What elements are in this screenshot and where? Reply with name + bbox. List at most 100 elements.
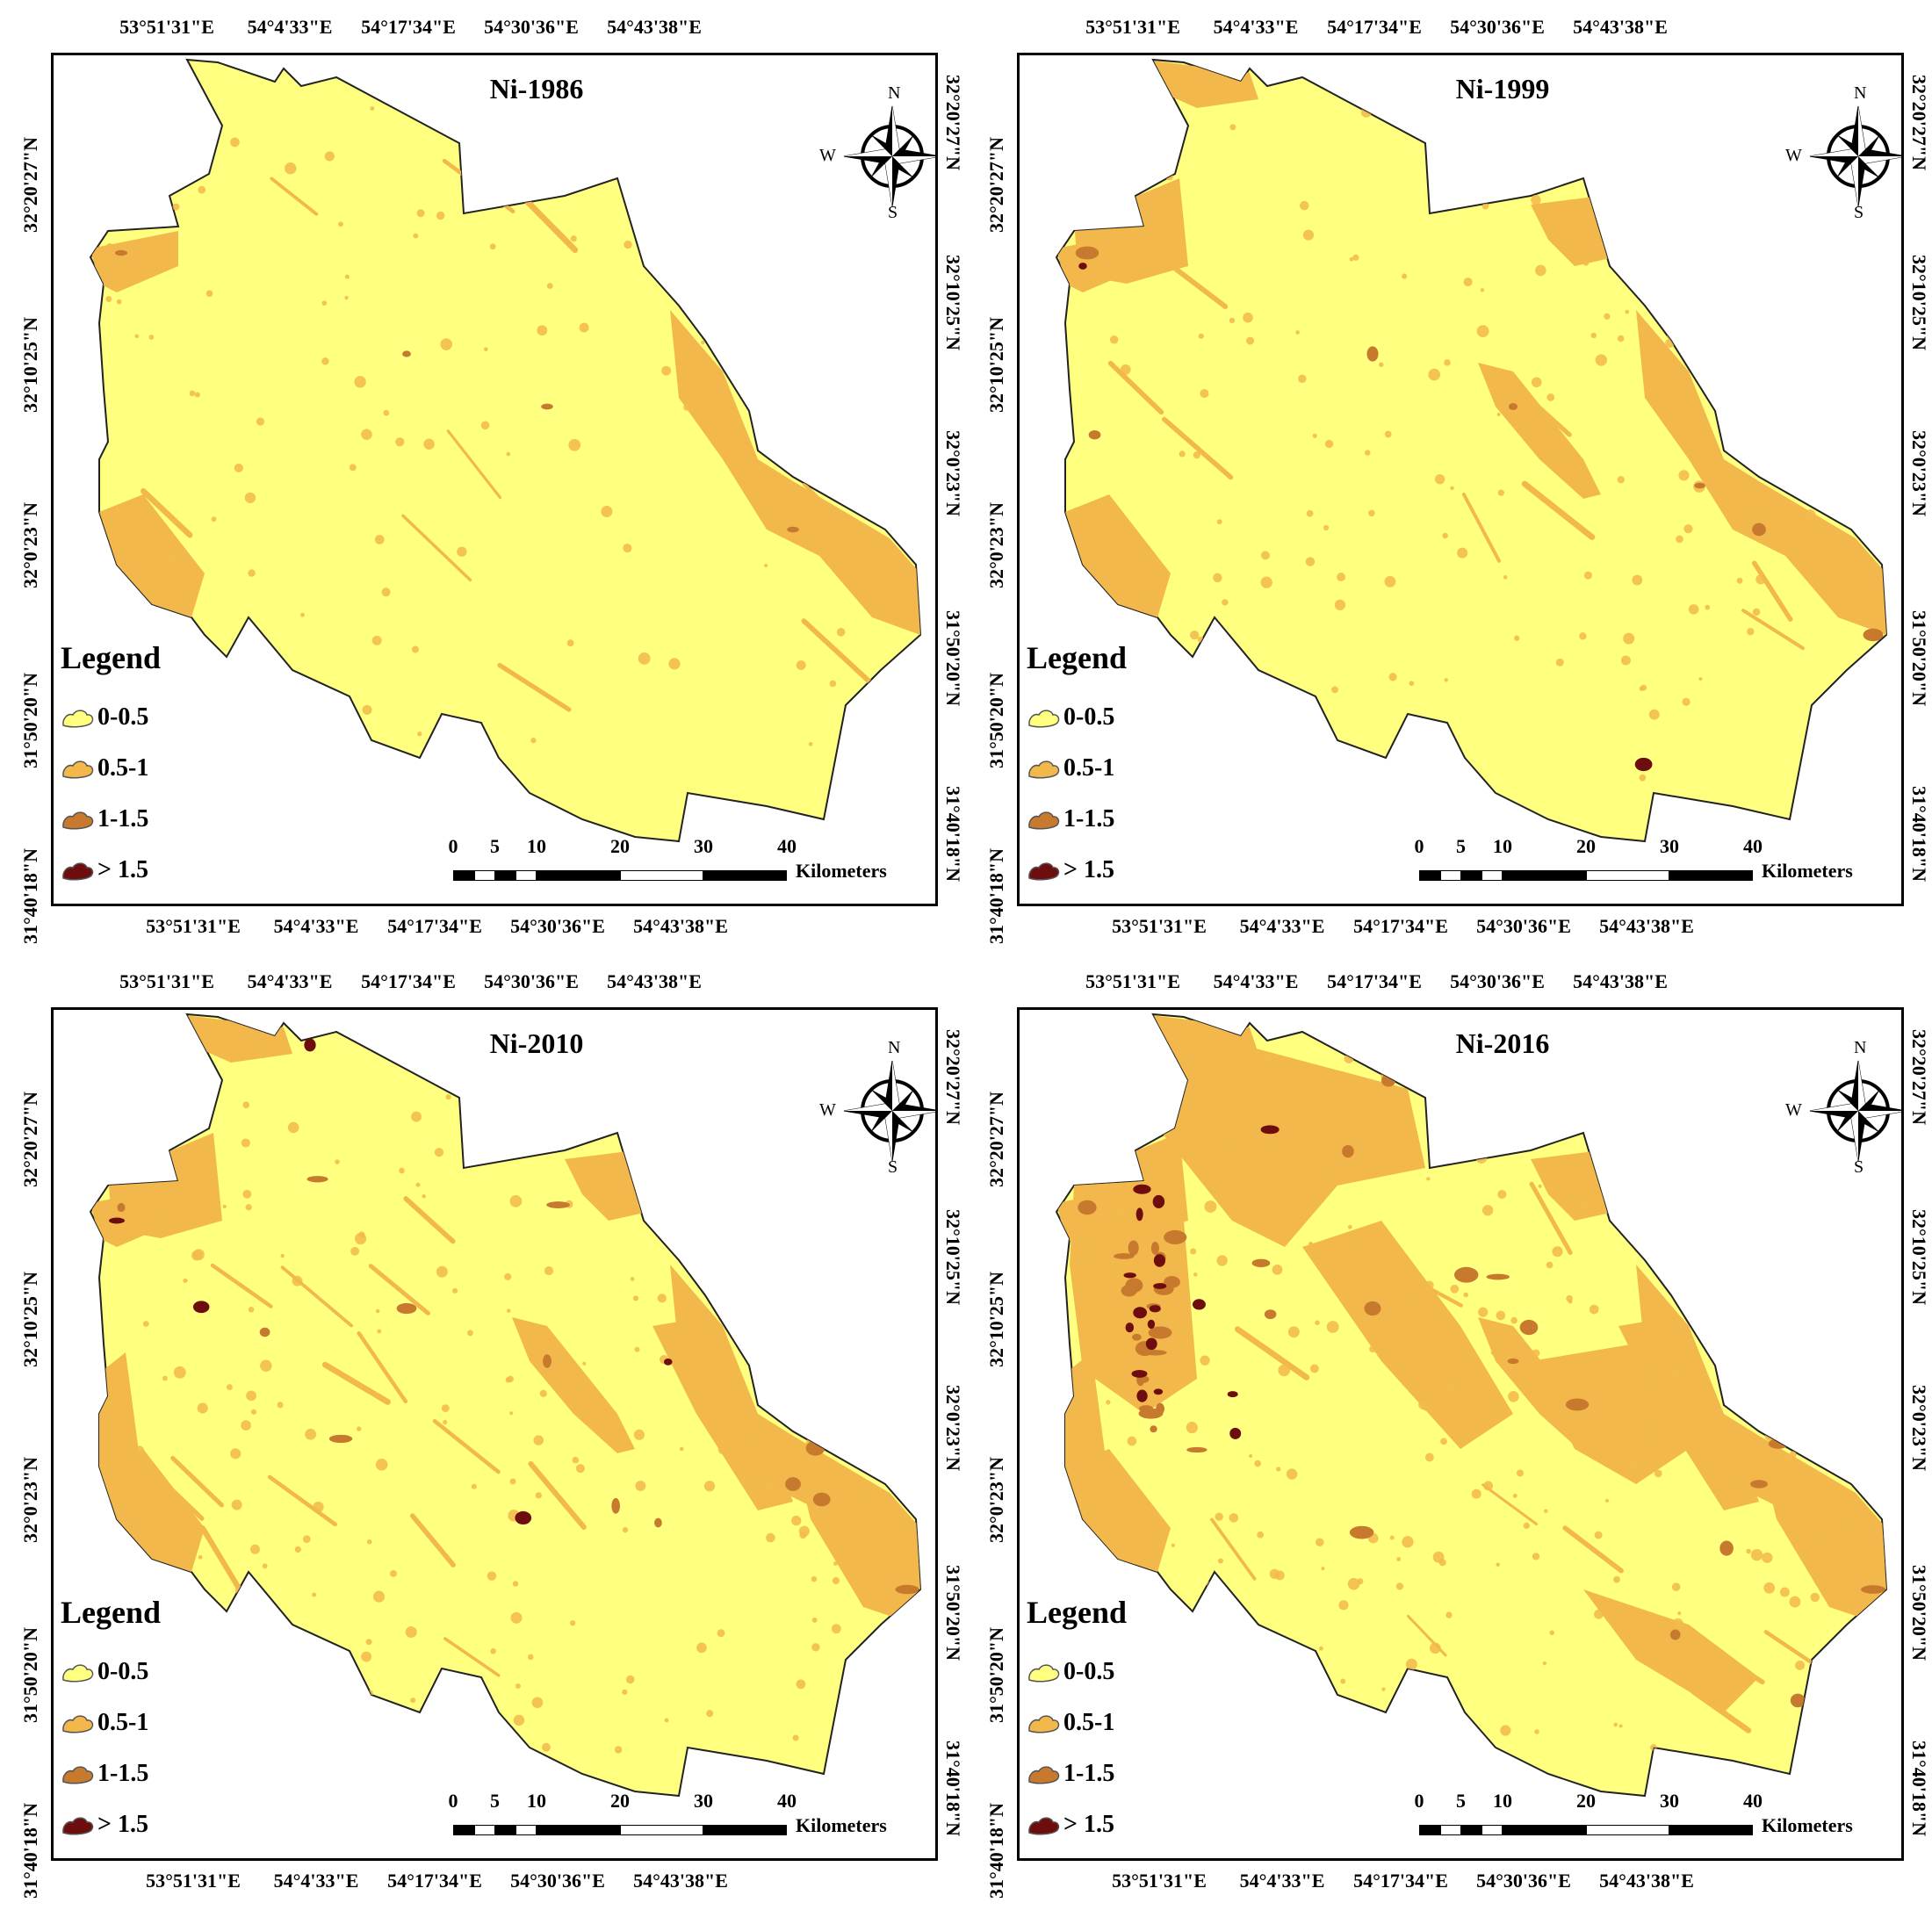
region-0.5-1-patch [1589, 1304, 1599, 1315]
region-0.5-1-patch [1496, 1310, 1506, 1321]
region-1-1.5 [1164, 1276, 1180, 1288]
region-1-1.5 [128, 1120, 140, 1135]
region-0.5-1 [652, 1317, 793, 1510]
region-0.5-1-patch [1594, 1531, 1603, 1539]
region-0.5-1-patch [1753, 1121, 1761, 1128]
region-0.5-1-patch [1613, 1575, 1620, 1583]
region-0.5-1-patch [249, 1544, 260, 1554]
legend-item: 0.5-1 [61, 1697, 161, 1748]
region-0.5-1-patch [222, 1204, 227, 1209]
region-0.5-1-patch [205, 290, 213, 298]
region-0.5-1-patch [1466, 1071, 1470, 1076]
region-1-1.5 [1349, 1525, 1374, 1539]
region-0.5-1-patch [452, 1287, 458, 1294]
region-0.5-1-patch [148, 1525, 154, 1532]
region-1-1.5 [1694, 482, 1705, 489]
region-0.5-1-streak [1461, 493, 1502, 563]
region-greater-1.5 [1135, 1207, 1143, 1222]
scale-label: 0 [448, 1790, 458, 1812]
scale-segment [537, 1825, 620, 1835]
scale-segment [1669, 1825, 1753, 1835]
region-0.5-1-patch [1340, 1678, 1346, 1684]
region-0.5-1-patch [1119, 251, 1124, 256]
longitude-tick-top: 54°4'33"E [247, 16, 333, 38]
region-0.5-1-patch [1445, 1611, 1453, 1618]
scale-segment [703, 870, 787, 881]
latitude-tick-left: 32°0'23"N [19, 501, 41, 588]
region-0.5-1-patch [344, 274, 350, 279]
region-0.5-1-streak [147, 1466, 205, 1521]
region-0.5-1-patch [411, 102, 423, 113]
region-0.5-1-patch [710, 1137, 720, 1149]
longitude-tick-bottom: 54°17'34"E [1353, 1870, 1448, 1892]
region-0.5-1-patch [383, 409, 390, 416]
legend-item: 0.5-1 [61, 743, 161, 794]
region-0.5-1-patch [1200, 388, 1209, 399]
region-greater-1.5 [1123, 1272, 1136, 1279]
region-greater-1.5 [1192, 1299, 1206, 1310]
longitude-tick-top: 54°30'36"E [484, 16, 579, 38]
region-0.5-1-patch [1582, 259, 1590, 266]
legend-label: 1-1.5 [1063, 1760, 1115, 1787]
longitude-tick-top: 54°30'36"E [1450, 16, 1545, 38]
region-0.5-1-patch [1463, 1292, 1469, 1298]
region-1-1.5 [1364, 1301, 1381, 1316]
latitude-tick-right: 31°40'18"N [1908, 1741, 1930, 1837]
region-0.5-1-patch [186, 1582, 199, 1594]
region-0.5-1-patch [377, 1329, 382, 1334]
scale-segment [1439, 1825, 1461, 1835]
region-0.5-1-patch [434, 1148, 444, 1157]
region-0.5-1-patch [785, 432, 797, 444]
region-0.5-1-patch [302, 1535, 311, 1544]
region-0.5-1-patch [1454, 1412, 1460, 1418]
region-0.5-1-patch [808, 741, 813, 746]
longitude-tick-bottom: 54°30'36"E [510, 915, 605, 937]
region-0.5-1-patch [1678, 470, 1690, 481]
region-0.5-1-patch [174, 1518, 181, 1524]
scale-label: 0 [1414, 835, 1424, 857]
region-0.5-1-patch [1736, 577, 1743, 584]
region-0.5-1-patch [1104, 1229, 1108, 1233]
region-0.5-1-patch [1295, 330, 1300, 335]
region-1-1.5 [582, 1093, 595, 1109]
region-0.5-1-patch [433, 1733, 438, 1738]
region-0.5-1-patch [374, 786, 379, 791]
region-0.5-1-patch [1223, 1145, 1235, 1157]
region-1-1.5 [1150, 1425, 1157, 1433]
north-arrow-icon: NSEW [819, 83, 935, 222]
region-0.5-1-patch [1840, 1525, 1849, 1536]
region-greater-1.5 [1153, 1254, 1166, 1267]
region-0.5-1-patch [1654, 1469, 1662, 1478]
region-0.5-1-streak [446, 429, 502, 500]
region-0.5-1-patch [1543, 108, 1552, 117]
region-0.5-1-patch [142, 1321, 149, 1327]
legend-label: > 1.5 [97, 856, 148, 883]
region-0.5-1-patch [530, 737, 537, 744]
latitude-tick-right: 32°20'27"N [942, 1029, 964, 1126]
region-1-1.5 [787, 526, 799, 533]
latitude-tick-left: 31°40'18"N [985, 847, 1007, 944]
region-0.5-1-patch [256, 417, 265, 426]
legend-label: 1-1.5 [1063, 805, 1115, 832]
region-0.5-1-streak [409, 1513, 456, 1568]
region-0.5-1-patch [1227, 1739, 1235, 1747]
region-0.5-1-patch [1261, 551, 1270, 560]
region-0.5-1-patch [1496, 1562, 1500, 1567]
region-0.5-1-patch [1404, 1294, 1417, 1306]
region-0.5-1-patch [509, 1411, 514, 1416]
region-0.5-1-patch [1532, 1553, 1540, 1560]
region-0.5-1 [1144, 60, 1258, 108]
compass-w-label: W [819, 1100, 836, 1120]
region-0.5-1-patch [1444, 1409, 1450, 1416]
region-0.5-1-patch [706, 1710, 714, 1718]
scale-bar: 0 5 10 20 30 40 Kilometers [444, 835, 887, 897]
region-0.5-1-patch [740, 1476, 752, 1488]
region-0.5-1-patch [417, 731, 422, 737]
region-0.5-1-patch [546, 283, 553, 290]
region-0.5-1-patch [1749, 1039, 1757, 1047]
scale-segment [515, 1825, 537, 1835]
region-1-1.5 [259, 1327, 270, 1337]
region-0.5-1-patch [1496, 412, 1501, 417]
region-0.5-1-patch [1324, 439, 1334, 449]
longitude-tick-top: 54°4'33"E [1213, 16, 1299, 38]
